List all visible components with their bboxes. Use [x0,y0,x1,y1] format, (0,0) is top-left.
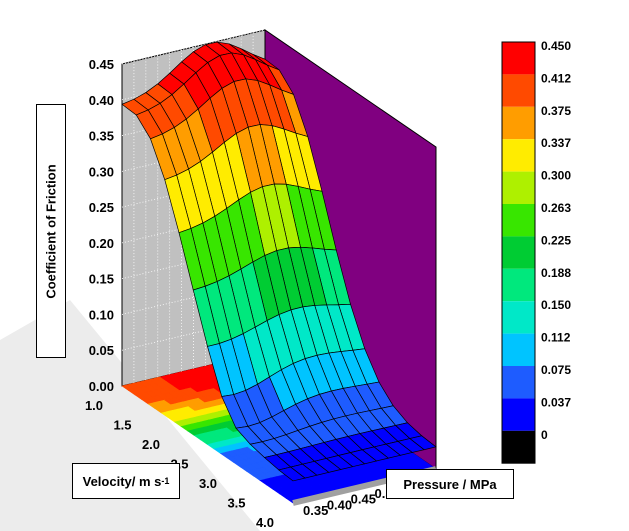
z-tick-label: 0.05 [89,343,114,358]
friction-surface [121,41,437,482]
colorbar-segment [502,106,535,140]
z-tick-label: 0.10 [89,307,114,322]
colorbar-label: 0.375 [541,104,571,118]
colorbar-segment [502,333,535,366]
colorbar-label: 0.075 [541,363,571,377]
z-tick-label: 0.15 [89,272,114,287]
left-wall-grid [121,136,266,172]
z-tick-label: 0.20 [89,236,114,251]
x-axis-label-text: Velocity/ m s [82,473,162,489]
colorbar-label: 0.037 [541,395,571,409]
colorbar-segment [502,268,535,302]
z-tick-label: 0.45 [89,57,114,72]
z-tick-label: 0.35 [89,129,114,144]
x-tick-label: 1.0 [85,398,103,413]
x-axis-label: Velocity/ m s -1 [72,463,180,499]
colorbar-label: 0.225 [541,233,571,247]
colorbar-segment [502,430,535,464]
left-wall-grid [121,280,266,315]
axis-ticks: 0.000.050.100.150.200.250.300.350.400.45… [85,57,471,530]
x-axis-label-superscript: -1 [161,476,170,486]
colorbar-label: 0.112 [541,331,571,345]
y-axis-label: Pressure / MPa [386,469,514,499]
colorbar-label: 0.263 [541,201,571,215]
colorbar-label: 0.412 [541,71,571,85]
x-tick-label: 3.5 [227,496,245,511]
y-tick-label: 0.40 [327,497,352,512]
left-wall-grid [121,315,266,351]
colorbar-frame [501,41,536,464]
left-wall-grid [121,172,266,208]
y-tick-label: 0.45 [351,492,376,507]
colorbar-segment [502,171,535,204]
z-tick-label: 0.25 [89,200,114,215]
colorbar-segment [502,204,535,237]
colorbar-label: 0.150 [541,298,571,312]
colorbar-label: 0.450 [541,39,571,53]
z-tick-label: 0.40 [89,93,114,108]
z-axis-label: Coefficient of Friction [36,104,66,358]
left-wall-grid [121,244,266,280]
z-tick-label: 0.00 [89,379,114,394]
colorbar-label: 0.337 [541,136,571,150]
colorbar-segment [502,139,535,172]
z-tick-label: 0.30 [89,164,114,179]
left-wall-grid [121,208,266,244]
colorbar-label: 0 [541,428,548,442]
z-axis-label-text: Coefficient of Friction [43,163,59,299]
surface-cell [277,466,306,482]
y-axis-label-text: Pressure / MPa [403,476,497,492]
y-tick-label: 0.35 [303,503,328,518]
x-tick-label: 3.0 [199,476,217,491]
colorbar-label: 0.188 [541,266,571,280]
x-tick-label: 1.5 [113,418,131,433]
x-tick-label: 4.0 [256,515,274,530]
x-tick-label: 2.0 [142,437,160,452]
colorbar-label: 0.300 [541,169,571,183]
colorbar-segment [502,301,535,334]
colorbar-segment [502,236,535,269]
left-wall-grid [121,29,266,65]
colorbar-segment [502,366,535,399]
colorbar-segment [502,398,535,431]
colorbar-segment [502,74,535,107]
colorbar: 0.450 0.412 0.375 0.337 0.300 0.263 0.225 0.188… [501,39,571,464]
colorbar-segment [502,42,535,75]
